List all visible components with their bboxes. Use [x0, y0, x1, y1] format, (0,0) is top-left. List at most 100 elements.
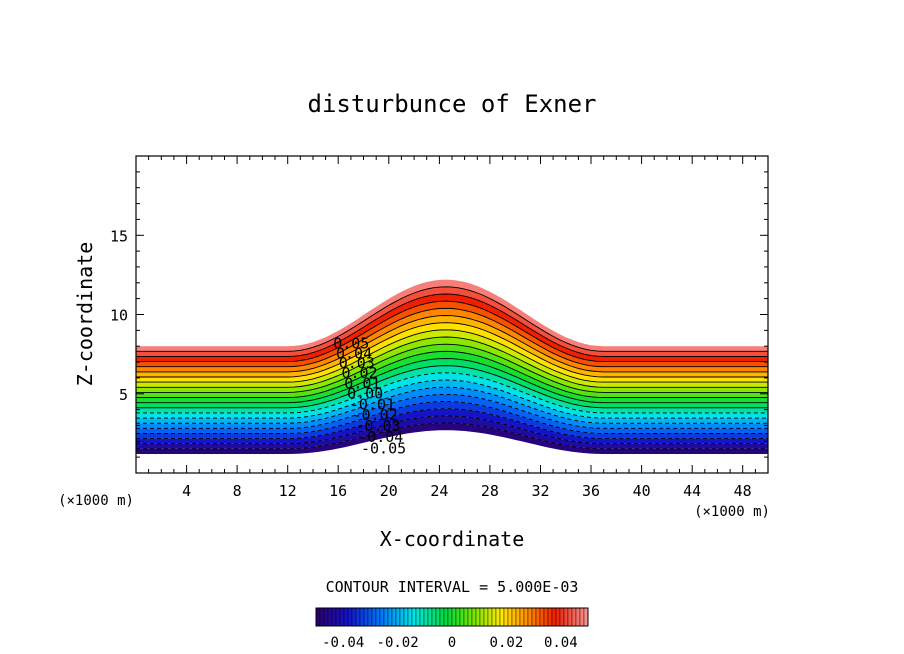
colorbar-cell [507, 607, 513, 627]
colorbar-cell [335, 607, 341, 627]
colorbar-cell [411, 607, 417, 627]
contour-labels: 0.050.040.030.020.010.00-0.01-0.02-0.03-… [333, 335, 406, 458]
chart-title: disturbunce of Exner [308, 90, 597, 118]
colorbar-cell [459, 607, 465, 627]
contour-label: -0.02 [353, 406, 398, 424]
colorbar-tick-label: 0.02 [490, 635, 524, 651]
colorbar-cell [379, 607, 385, 627]
colorbar-cell [447, 607, 453, 627]
colorbar-cell [559, 607, 565, 627]
colorbar-cell [503, 607, 509, 627]
y-axis-label: Z-coordinate [73, 242, 97, 387]
x-tick-label: 28 [481, 482, 499, 500]
contour-label: -0.04 [358, 428, 403, 446]
colorbar-cell [319, 607, 325, 627]
colorbar-cell [491, 607, 497, 627]
contour-line [136, 300, 768, 363]
colorbar-cell [339, 607, 345, 627]
contour-line-negative [136, 422, 768, 450]
y-tick-label: 15 [110, 227, 128, 245]
colorbar-cell [571, 607, 577, 627]
x-tick-label: 12 [279, 482, 297, 500]
contour-band [136, 380, 768, 424]
colorbar-cell [543, 607, 549, 627]
contour-line [136, 336, 768, 388]
x-tick-label: 40 [633, 482, 651, 500]
colorbar-cell [407, 607, 413, 627]
x-tick-label: 44 [683, 482, 701, 500]
contour-line [136, 322, 768, 378]
colorbar-cell [347, 607, 353, 627]
contour-label: -0.05 [361, 440, 406, 458]
colorbar-cell [315, 607, 321, 627]
contour-band [136, 394, 768, 434]
colorbar-cell [375, 607, 381, 627]
contour-label: 0.05 [333, 335, 369, 353]
colorbar-cell [371, 607, 377, 627]
colorbar-cell [399, 607, 405, 627]
colorbar-cell [359, 607, 365, 627]
colorbar-cell [403, 607, 409, 627]
colorbar-cell [419, 607, 425, 627]
colorbar-tick-label: -0.04 [322, 635, 364, 651]
contour-label: 0.01 [344, 374, 380, 392]
x-tick-label: 8 [233, 482, 242, 500]
colorbar-cell [479, 607, 485, 627]
colorbar-cell [323, 607, 329, 627]
colorbar-cell [327, 607, 333, 627]
contour-band [136, 423, 768, 454]
colorbar-frame [315, 607, 589, 627]
contour-line-negative [136, 415, 768, 445]
colorbar-cell [583, 607, 589, 627]
contour-line [136, 329, 768, 383]
x-tick-label: 16 [329, 482, 347, 500]
y-tick-label: 10 [110, 307, 128, 325]
colorbar-cell [515, 607, 521, 627]
x-tick-label: 20 [380, 482, 398, 500]
colorbar-cell [343, 607, 349, 627]
colorbar-cell [363, 607, 369, 627]
x-tick-label: 48 [734, 482, 752, 500]
x-tick-label: 24 [430, 482, 448, 500]
colorbar-cell [563, 607, 569, 627]
colorbar-cell [351, 607, 357, 627]
colorbar-cell [455, 607, 461, 627]
colorbar-tick-label: 0 [448, 635, 456, 651]
colorbar-cell [519, 607, 525, 627]
contour-line-negative [136, 372, 768, 414]
colorbar-cell [431, 607, 437, 627]
colorbar-cell [427, 607, 433, 627]
contour-line-negative [136, 379, 768, 419]
contour-label: 0.02 [342, 364, 378, 382]
contour-interval-label: CONTOUR INTERVAL = 5.000E-03 [326, 578, 579, 596]
contour-line-negative [136, 408, 768, 440]
colorbar-cell [439, 607, 445, 627]
colorbar-cell [523, 607, 529, 627]
contour-line [136, 307, 768, 368]
x-tick-label: 36 [582, 482, 600, 500]
colorbar-cell [575, 607, 581, 627]
contour-label: -0.01 [350, 395, 395, 413]
contour-line [136, 343, 768, 393]
colorbar-cell [487, 607, 493, 627]
contour-line-negative [136, 386, 768, 424]
colorbar-cell [527, 607, 533, 627]
colorbar-cell [391, 607, 397, 627]
colorbar-cell [475, 607, 481, 627]
contour-label: 0.04 [336, 344, 372, 362]
colorbar: -0.04 -0.02 0 0.02 0.04 [315, 607, 589, 651]
colorbar-cell [435, 607, 441, 627]
colorbar-cell [551, 607, 557, 627]
contour-line [136, 358, 768, 404]
colorbar-cell [467, 607, 473, 627]
colorbar-cell [511, 607, 517, 627]
colorbar-tick-label: -0.02 [377, 635, 419, 651]
contour-band [136, 401, 768, 439]
colorbar-cell [395, 607, 401, 627]
colorbar-cell [539, 607, 545, 627]
contour-band [136, 387, 768, 429]
colorbar-cell [567, 607, 573, 627]
colorbar-cell [463, 607, 469, 627]
